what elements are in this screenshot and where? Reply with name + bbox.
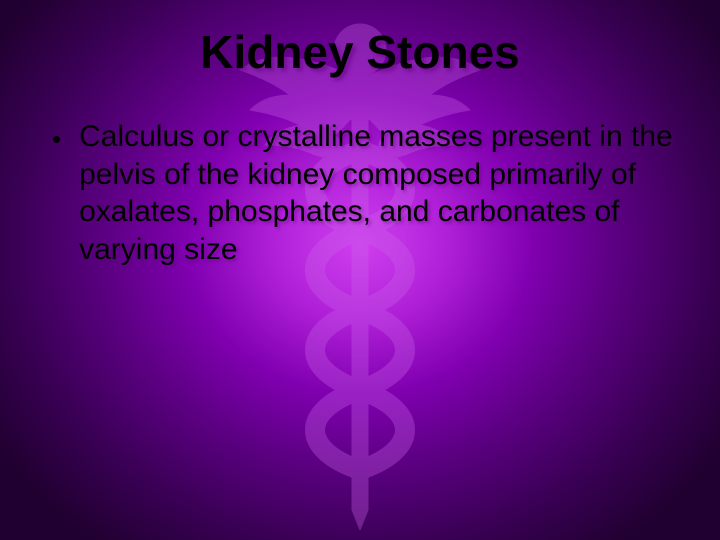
slide-title: Kidney Stones xyxy=(0,25,720,79)
caduceus-icon xyxy=(220,10,500,530)
slide-container: Kidney Stones • Calculus or crystalline … xyxy=(0,0,720,540)
bullet-marker: • xyxy=(52,124,61,155)
bullet-item: • Calculus or crystalline masses present… xyxy=(52,118,680,268)
bullet-text: Calculus or crystalline masses present i… xyxy=(79,118,680,268)
slide-content: • Calculus or crystalline masses present… xyxy=(52,118,680,268)
